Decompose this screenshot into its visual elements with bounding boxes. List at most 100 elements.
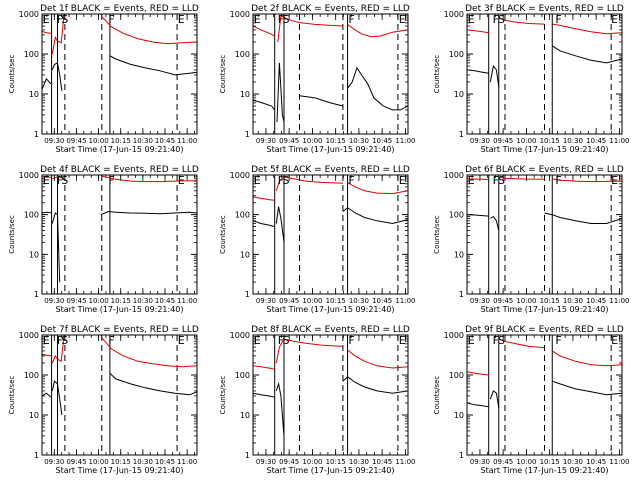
events-series-line xyxy=(342,376,408,394)
events-series-line xyxy=(467,69,489,74)
events-series-line xyxy=(347,66,408,111)
plot-frame xyxy=(252,334,409,456)
events-series-line xyxy=(51,380,63,416)
x-tick-label: 10:30 xyxy=(563,458,583,466)
x-tick-label: 09:45 xyxy=(66,458,86,466)
y-tick-label: 1 xyxy=(34,130,39,139)
y-tick-label: 10 xyxy=(454,411,464,420)
interval-lines xyxy=(51,175,178,294)
y-tick-label: 1000 xyxy=(19,171,39,180)
interval-lines xyxy=(488,14,612,134)
x-axis-label: Start Time (17-Jun-15 09:21:40) xyxy=(267,466,395,475)
mode-marker-label: E xyxy=(399,334,406,347)
y-axis-label: Counts/sec xyxy=(219,376,227,415)
y-tick-label: 100 xyxy=(24,371,39,380)
lld-series-line xyxy=(467,29,489,34)
events-series-line xyxy=(489,64,500,88)
y-tick-label: 1 xyxy=(34,290,39,299)
interval-lines xyxy=(488,335,612,455)
x-tick-label: 10:00 xyxy=(516,137,536,145)
x-tick-label: 09:45 xyxy=(493,297,513,305)
plot-frame xyxy=(252,13,409,135)
mode-marker-label: E xyxy=(611,13,618,26)
x-tick-label: 10:15 xyxy=(326,297,346,305)
x-tick-label: 10:15 xyxy=(540,137,560,145)
y-tick-label: 1000 xyxy=(230,331,250,340)
mode-marker-label: F xyxy=(493,174,499,187)
mode-marker-label: F xyxy=(108,13,114,26)
x-axis-label: Start Time (17-Jun-15 09:21:40) xyxy=(481,145,609,154)
x-tick-label: 10:15 xyxy=(326,137,346,145)
x-ticks xyxy=(471,335,620,455)
events-series-line xyxy=(51,62,63,91)
x-tick-label: 10:00 xyxy=(516,297,536,305)
mode-marker-label: E xyxy=(43,174,50,187)
mode-marker-label: E xyxy=(254,13,261,26)
mode-marker-label: E xyxy=(468,174,475,187)
y-tick-label: 1 xyxy=(459,130,464,139)
chart-title: Det 5f BLACK = Events, RED = LLD xyxy=(251,165,410,175)
y-tick-label: 10 xyxy=(29,250,39,259)
lld-series-line xyxy=(552,350,622,367)
y-tick-label: 100 xyxy=(235,371,250,380)
x-tick-label: 09:30 xyxy=(44,458,64,466)
mode-marker-label: F xyxy=(348,13,354,26)
mode-marker-label: F xyxy=(493,334,499,347)
x-tick-label: 11:00 xyxy=(609,137,629,145)
mode-marker-label: S xyxy=(498,174,505,187)
x-tick-label: 11:00 xyxy=(177,137,197,145)
x-tick-label: 10:30 xyxy=(133,137,153,145)
lld-series-line xyxy=(467,178,489,180)
lld-series-line xyxy=(100,15,197,45)
x-tick-label: 11:00 xyxy=(177,458,197,466)
data-series xyxy=(467,338,622,409)
x-tick-label: 10:45 xyxy=(155,297,175,305)
events-series-line xyxy=(42,77,52,90)
x-tick-label: 11:00 xyxy=(395,137,415,145)
mode-marker-label: S xyxy=(498,13,505,26)
mode-marker-label: S xyxy=(61,334,68,347)
y-tick-label: 10 xyxy=(29,90,39,99)
lld-series-line xyxy=(552,178,622,183)
mode-marker-label: S xyxy=(498,334,505,347)
x-tick-label: 10:30 xyxy=(563,137,583,145)
lld-series-line xyxy=(253,365,275,370)
mode-marker-label: F xyxy=(555,13,561,26)
y-tick-label: 1 xyxy=(245,290,250,299)
chart-panel-8: Det 8f BLACK = Events, RED = LLD Counts/s… xyxy=(219,325,416,475)
x-tick-label: 10:00 xyxy=(302,458,322,466)
x-tick-label: 10:45 xyxy=(372,137,392,145)
y-axis-label: Counts/sec xyxy=(219,55,227,94)
data-series xyxy=(42,335,197,416)
x-tick-label: 11:00 xyxy=(395,458,415,466)
events-series-line xyxy=(276,62,285,123)
chart-panel-2: Det 2f BLACK = Events, RED = LLD Counts/s… xyxy=(219,4,416,154)
x-tick-label: 09:45 xyxy=(279,458,299,466)
mode-marker-label: F xyxy=(278,13,284,26)
lld-series-line xyxy=(347,182,408,195)
lld-series-line xyxy=(100,175,197,183)
x-tick-label: 09:30 xyxy=(44,297,64,305)
lld-series-line xyxy=(498,17,545,25)
y-tick-label: 100 xyxy=(449,371,464,380)
x-axis-label: Start Time (17-Jun-15 09:21:40) xyxy=(481,466,609,475)
x-tick-label: 09:45 xyxy=(493,137,513,145)
lld-series-line xyxy=(347,349,408,369)
mode-marker-label: E xyxy=(254,174,261,187)
events-series-line xyxy=(467,214,489,217)
x-axis-label: Start Time (17-Jun-15 09:21:40) xyxy=(481,305,609,314)
events-series-line xyxy=(42,211,51,214)
y-tick-label: 1000 xyxy=(444,171,464,180)
chart-title: Det 3f BLACK = Events, RED = LLD xyxy=(465,4,624,14)
mode-marker-label: E xyxy=(43,13,50,26)
chart-panel-9: Det 9f BLACK = Events, RED = LLD Counts/s… xyxy=(433,325,630,475)
data-series xyxy=(467,176,622,231)
lld-series-line xyxy=(52,176,65,180)
mode-marker-label: E xyxy=(611,174,618,187)
events-series-line xyxy=(109,372,197,396)
events-series-line xyxy=(253,392,275,398)
y-tick-label: 100 xyxy=(449,211,464,220)
mode-marker-label: S xyxy=(282,174,289,187)
x-axis-label: Start Time (17-Jun-15 09:21:40) xyxy=(56,305,184,314)
interval-lines xyxy=(274,175,399,294)
